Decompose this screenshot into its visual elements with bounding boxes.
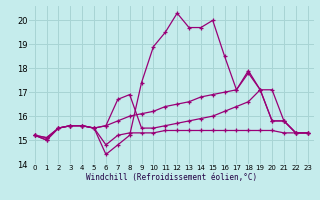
- X-axis label: Windchill (Refroidissement éolien,°C): Windchill (Refroidissement éolien,°C): [86, 173, 257, 182]
